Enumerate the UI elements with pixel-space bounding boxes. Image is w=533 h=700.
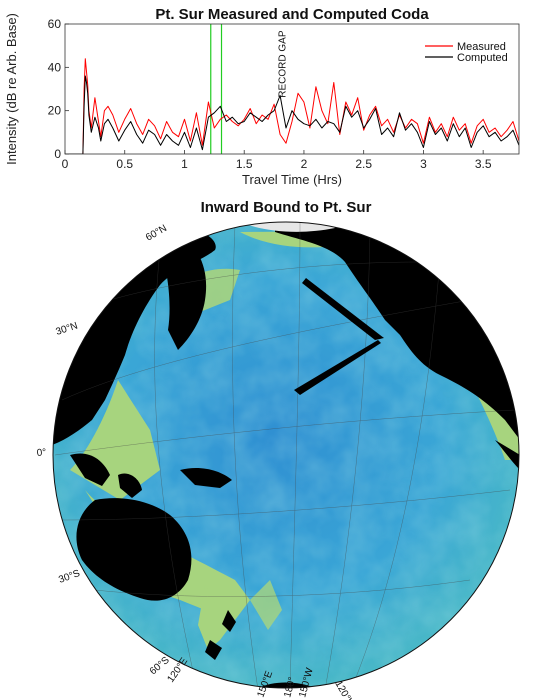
record-gap-annotation: RECORD GAP	[277, 30, 288, 98]
lat-label-60n: 60°N	[144, 223, 169, 244]
x-tick-label-3: 1.5	[236, 157, 253, 171]
polar-ice	[240, 222, 335, 232]
x-tick-label-5: 2.5	[355, 157, 372, 171]
y-tick-label-3: 60	[48, 17, 62, 31]
plot-area	[65, 24, 519, 154]
lon-label-120e: 120°E	[165, 656, 190, 685]
coda-chart: Pt. Sur Measured and Computed Coda 0 0.5 1…	[4, 6, 520, 187]
lat-label-30s: 30°S	[57, 568, 82, 586]
chart-title: Pt. Sur Measured and Computed Coda	[155, 6, 429, 23]
lon-label-180: 180°	[282, 676, 298, 699]
series-line-computed	[65, 75, 519, 154]
y-tick-label-0: 0	[54, 147, 61, 161]
x-ticks: 0 0.5 1 1.5 2 2.5 3 3.5	[62, 150, 492, 171]
map-figure: Inward Bound to Pt. Sur	[36, 199, 520, 700]
ray-paths	[294, 278, 384, 395]
globe-outline	[52, 221, 520, 689]
plot-frame	[64, 23, 520, 155]
series-line-measured	[65, 58, 519, 154]
y-tick-label-1: 20	[48, 104, 62, 118]
lat-label-equator: 0°	[36, 447, 46, 459]
globe	[53, 222, 519, 688]
x-tick-label-7: 3.5	[475, 157, 492, 171]
legend: Measured Computed	[425, 41, 508, 64]
x-tick-label-6: 3	[420, 157, 427, 171]
series-lines	[65, 58, 519, 154]
x-tick-label-1: 0.5	[116, 157, 133, 171]
x-tick-label-0: 0	[62, 157, 69, 171]
x-axis-label: Travel Time (Hrs)	[242, 172, 342, 187]
x-tick-label-4: 2	[301, 157, 308, 171]
vertical-markers	[210, 24, 223, 154]
legend-label-computed: Computed	[457, 52, 508, 64]
lat-label-30n: 30°N	[55, 320, 80, 337]
legend-label-measured: Measured	[457, 41, 506, 53]
y-tick-label-2: 40	[48, 60, 62, 74]
graticule	[54, 222, 516, 688]
y-ticks: 0 20 40 60	[48, 17, 69, 161]
y-axis-label: Intensity (dB re Arb. Base)	[4, 13, 19, 165]
x-tick-label-2: 1	[181, 157, 188, 171]
map-title: Inward Bound to Pt. Sur	[201, 199, 372, 216]
lon-label-120w: 120°W	[332, 679, 357, 700]
